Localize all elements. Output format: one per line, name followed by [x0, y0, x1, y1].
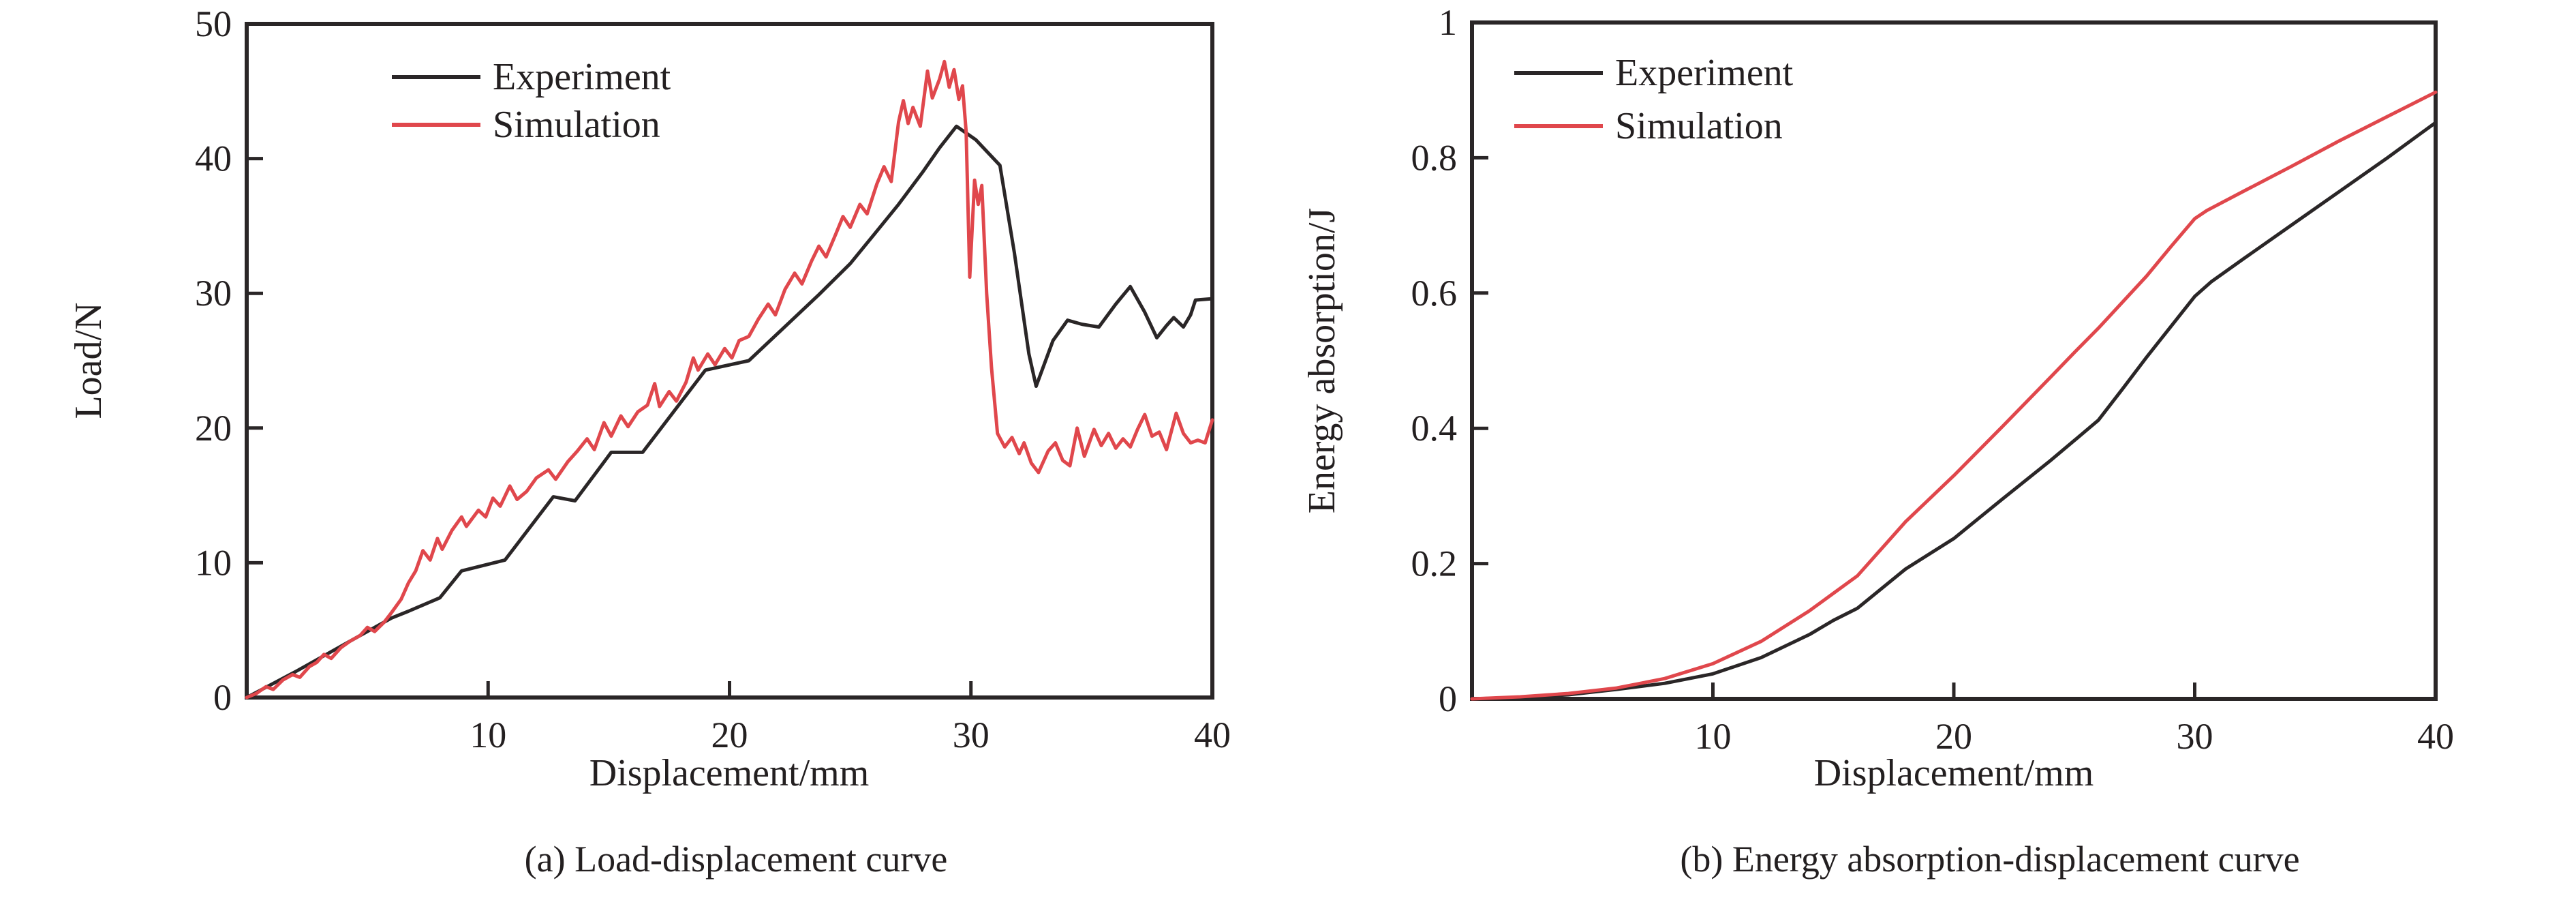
x-tick-label-b: 40	[2417, 716, 2454, 757]
series-line-simulation-b	[1470, 90, 2438, 701]
y-tick-label-b: 0.8	[1411, 137, 1458, 178]
panel-caption-a: (a) Load-displacement curve	[525, 839, 948, 880]
legend-label-simulation-b: Simulation	[1615, 105, 1783, 147]
x-tick-label-b: 10	[1695, 716, 1732, 757]
x-axis-label-b: Displacement/mm	[1814, 752, 2094, 794]
y-tick-label-a: 50	[195, 3, 232, 44]
legend-label-experiment-a: Experiment	[493, 56, 671, 98]
legend-label-experiment-b: Experiment	[1615, 52, 1794, 94]
x-tick-label-a: 10	[470, 715, 506, 755]
x-tick-label-a: 40	[1194, 715, 1231, 755]
y-axis-label-b: Energy absorption/J	[1301, 208, 1343, 513]
y-tick-label-b: 1	[1439, 2, 1457, 43]
y-tick-label-a: 10	[195, 542, 232, 583]
plot-frame-a	[245, 22, 1214, 700]
x-tick-label-b: 30	[2177, 716, 2213, 757]
y-tick-label-b: 0	[1439, 678, 1457, 719]
panel-b: 10 20 30 40 0 0.2 0.4 0.6 0.8 1 Experiment Simulati…	[1301, 2, 2454, 880]
x-axis-label-a: Displacement/mm	[589, 752, 870, 794]
series-line-experiment-a	[245, 124, 1214, 700]
x-tick-label-a: 20	[711, 715, 748, 755]
series-line-simulation-a	[245, 59, 1214, 700]
x-tick-label-b: 20	[1935, 716, 1972, 757]
series-line-experiment-b	[1470, 121, 2438, 701]
legend-label-simulation-a: Simulation	[493, 104, 660, 146]
y-tick-label-a: 30	[195, 273, 232, 314]
x-tick-label-a: 30	[953, 715, 990, 755]
y-tick-label-b: 0.2	[1411, 543, 1458, 584]
y-tick-label-b: 0.4	[1411, 408, 1458, 449]
y-tick-label-a: 40	[195, 138, 232, 179]
y-axis-label-a: Load/N	[67, 302, 110, 419]
y-tick-label-a: 20	[195, 408, 232, 449]
y-tick-label-b: 0.6	[1411, 273, 1458, 314]
panel-caption-b: (b) Energy absorption-displacement curve	[1680, 839, 2299, 880]
panel-a: 10 20 30 40 0 10 20 30 40 50 Experiment Simulation D…	[67, 3, 1231, 880]
y-tick-label-a: 0	[213, 677, 232, 718]
